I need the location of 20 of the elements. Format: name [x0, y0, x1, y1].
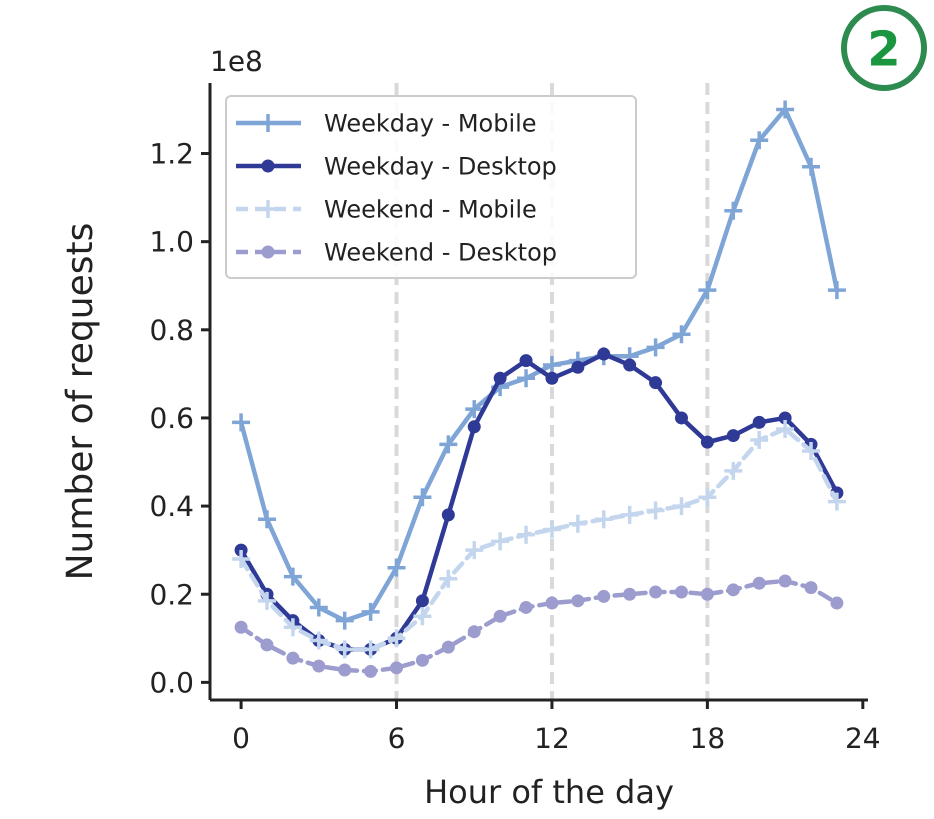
y-tick-label: 1.2: [149, 138, 194, 171]
x-tick-label: 24: [845, 722, 881, 755]
x-axis-title: Hour of the day: [424, 773, 674, 811]
legend-label: Weekend - Desktop: [324, 238, 558, 267]
y-tick-label: 0.4: [149, 490, 194, 524]
x-tick-label: 0: [232, 722, 250, 755]
text: 2: [867, 21, 901, 78]
legend-label: Weekend - Mobile: [324, 196, 537, 224]
y-tick-label: 0.8: [149, 314, 194, 347]
x-tick-label: 6: [388, 722, 406, 755]
y-tick-label: 0.6: [149, 402, 194, 436]
x-tick-label: 12: [534, 722, 570, 755]
text: 1e8: [210, 45, 263, 78]
y-axis-title: Number of requests: [60, 222, 101, 580]
x-tick-label: 18: [690, 722, 726, 755]
y-tick-label: 1.0: [149, 226, 194, 259]
legend-label: Weekday - Desktop: [324, 152, 557, 181]
y-tick-label: 0.0: [149, 666, 194, 700]
legend-label: Weekday - Mobile: [324, 110, 537, 138]
y-tick-label: 0.2: [149, 578, 194, 612]
